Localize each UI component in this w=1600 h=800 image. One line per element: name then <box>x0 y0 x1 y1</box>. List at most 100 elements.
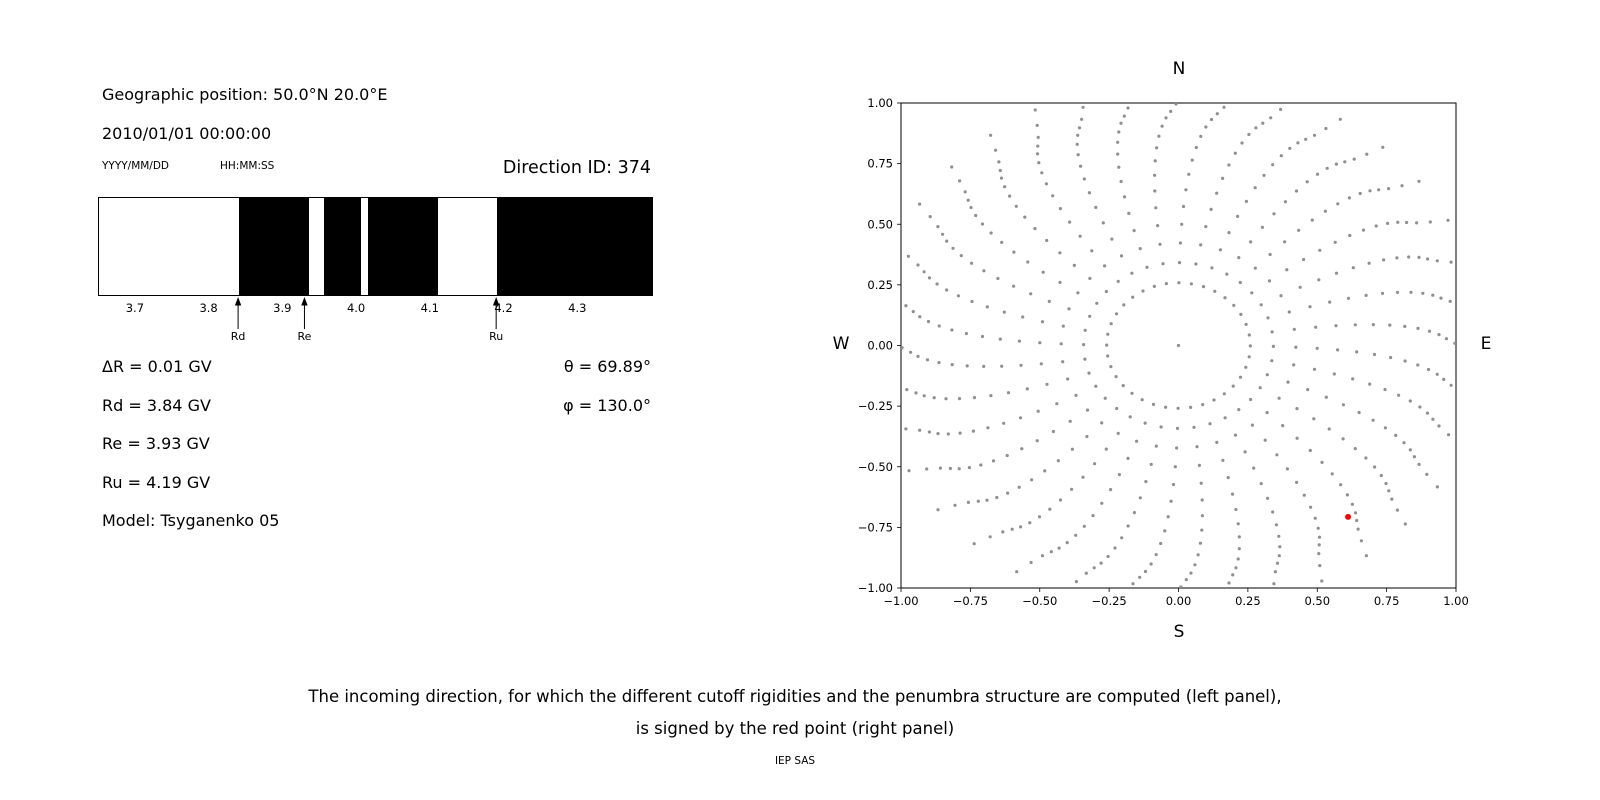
direction-dot <box>1274 523 1278 527</box>
direction-dot <box>1265 373 1269 377</box>
direction-dot <box>1403 359 1407 363</box>
direction-dot <box>1047 299 1051 303</box>
direction-dot <box>1019 525 1023 529</box>
direction-dot <box>1090 249 1094 253</box>
direction-dot <box>1283 200 1287 204</box>
direction-dot <box>945 288 949 292</box>
x-tick-label: 0.50 <box>1304 594 1330 608</box>
direction-dot <box>1261 121 1265 125</box>
direction-dot <box>1379 473 1383 478</box>
direction-dot <box>1033 227 1037 231</box>
direction-dot <box>1128 415 1132 419</box>
direction-dot <box>1041 270 1045 274</box>
direction-dot <box>1116 140 1120 144</box>
direction-dot <box>1350 502 1354 506</box>
direction-dot <box>1037 161 1041 165</box>
direction-dot <box>1058 280 1062 284</box>
direction-dot <box>1131 582 1135 586</box>
direction-dot <box>1336 348 1340 352</box>
direction-dot <box>1014 204 1018 208</box>
direction-dot <box>1353 323 1357 327</box>
direction-dot <box>1076 153 1080 157</box>
direction-dot <box>1154 206 1158 210</box>
direction-dot <box>944 397 948 401</box>
direction-dot <box>1215 191 1219 195</box>
direction-dot <box>927 430 931 434</box>
direction-dot <box>1250 291 1254 295</box>
time-format-hint: HH:MM:SS <box>220 160 275 172</box>
direction-dot <box>1153 189 1157 193</box>
direction-dot <box>1417 462 1421 466</box>
direction-dot <box>1189 282 1193 286</box>
direction-dot <box>1221 176 1225 180</box>
rd-value: Rd = 3.84 GV <box>102 396 211 415</box>
direction-dot <box>1200 514 1204 518</box>
direction-dot <box>1213 289 1217 293</box>
direction-dot <box>1174 103 1178 106</box>
direction-dot <box>996 276 1000 281</box>
direction-dot <box>1384 481 1388 486</box>
direction-dot <box>1180 222 1184 226</box>
direction-dot <box>970 261 974 265</box>
direction-dot <box>1040 320 1045 324</box>
direction-dot <box>980 222 984 226</box>
direction-dot <box>1253 266 1257 270</box>
direction-dot <box>1288 146 1292 150</box>
direction-dot <box>922 270 926 274</box>
direction-dot <box>1227 231 1231 235</box>
direction-dot <box>974 213 978 218</box>
direction-dot <box>1278 545 1282 549</box>
direction-dot <box>1312 417 1316 421</box>
direction-dot <box>936 225 940 229</box>
direction-dot <box>1407 255 1411 259</box>
direction-dot <box>1287 310 1291 314</box>
direction-dot <box>1201 403 1205 407</box>
direction-dot <box>937 361 941 365</box>
direction-dot <box>1082 343 1086 347</box>
direction-dot <box>1012 250 1016 254</box>
direction-dot <box>1160 124 1164 128</box>
direction-dot <box>1045 382 1049 386</box>
direction-dot <box>1237 547 1241 551</box>
direction-dot <box>1234 507 1238 512</box>
direction-dot <box>1131 295 1135 299</box>
direction-dot <box>1083 357 1087 361</box>
direction-dot <box>989 394 993 398</box>
direction-dot <box>1103 396 1107 400</box>
direction-dot <box>1093 462 1097 466</box>
direction-dot <box>1341 437 1345 441</box>
direction-dot <box>951 246 955 250</box>
x-tick-label: −0.50 <box>1022 594 1057 608</box>
direction-dot <box>1426 257 1430 261</box>
direction-dot <box>1181 204 1186 209</box>
direction-dot <box>1358 191 1362 196</box>
direction-dot <box>1248 344 1252 348</box>
direction-dot <box>1169 109 1173 113</box>
direction-dot <box>1036 135 1040 139</box>
direction-dot <box>1395 508 1399 512</box>
direction-dot <box>938 466 942 470</box>
direction-dot <box>989 133 993 137</box>
direction-dot <box>1325 166 1329 170</box>
direction-dot <box>1199 243 1203 247</box>
direction-dot <box>1435 259 1439 263</box>
direction-dot <box>1020 447 1024 451</box>
direction-dot <box>1332 372 1336 376</box>
direction-dot <box>926 319 931 324</box>
direction-dot <box>1056 459 1060 463</box>
direction-dot <box>1227 581 1231 585</box>
direction-dot <box>1076 133 1080 137</box>
direction-dot <box>1006 491 1010 495</box>
direction-dot <box>1175 446 1179 450</box>
direction-dot <box>1152 284 1156 288</box>
direction-dot <box>995 495 999 500</box>
direction-dot <box>986 426 990 430</box>
direction-dot <box>1243 450 1247 454</box>
x-tick-label: 0.75 <box>1374 594 1400 608</box>
penumbra-tick-label: 3.9 <box>273 301 292 315</box>
direction-dot <box>1386 221 1390 225</box>
direction-dot <box>887 426 890 429</box>
direction-dot <box>1295 407 1299 411</box>
marker-arrow-head <box>301 297 308 306</box>
direction-dot <box>1297 228 1301 232</box>
